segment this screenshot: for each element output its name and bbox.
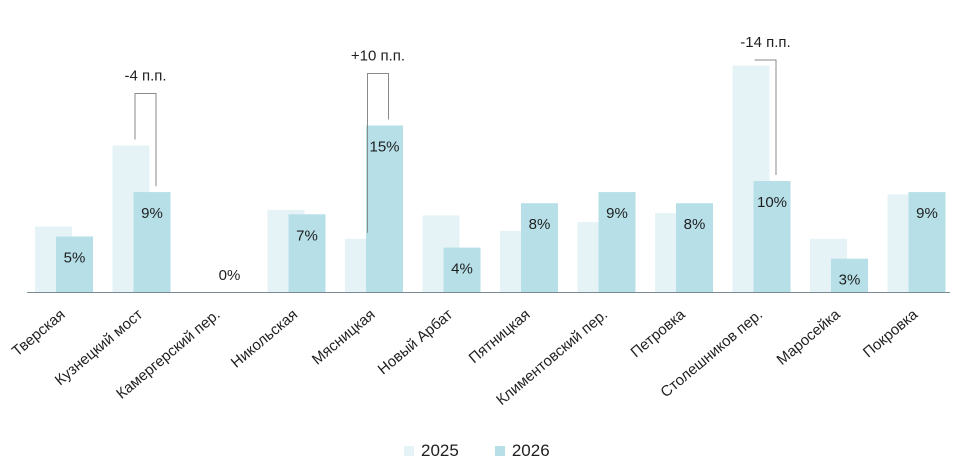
annotation-label: +10 п.п. <box>351 48 405 65</box>
bar-2026 <box>598 192 636 292</box>
value-label: 8% <box>684 216 706 233</box>
x-tick-label: Маросейка <box>774 306 845 369</box>
x-tick-label: Тверская <box>9 306 69 360</box>
legend-swatch-2025 <box>404 446 414 456</box>
x-tick-label: Никольская <box>228 306 301 371</box>
annotation-label: -14 п.п. <box>740 34 790 51</box>
value-label: 8% <box>529 216 551 233</box>
value-label: 5% <box>64 250 86 267</box>
series-2026-bars <box>56 125 946 292</box>
bar-2026 <box>366 125 403 292</box>
bar-2026 <box>676 203 713 292</box>
bar-2026 <box>133 192 171 292</box>
annotation-bracket <box>134 92 157 187</box>
x-tick-label: Мясницкая <box>309 306 379 368</box>
annotation-label: -4 п.п. <box>124 67 166 84</box>
value-label: 15% <box>369 139 399 156</box>
annotations: -4 п.п. +10 п.п. -14 п.п. <box>124 34 791 233</box>
legend-item-2025: 2025 <box>404 441 459 461</box>
value-label: 7% <box>296 227 318 244</box>
bar-2026 <box>831 258 868 292</box>
legend: 2025 2026 <box>404 441 550 461</box>
value-label: 0% <box>219 267 241 284</box>
annotation-bracket <box>367 73 389 233</box>
legend-item-2026: 2026 <box>494 441 550 461</box>
annotation-bracket <box>754 59 777 175</box>
legend-label-2025: 2025 <box>421 441 459 460</box>
value-label: 10% <box>757 194 787 211</box>
value-label: 3% <box>839 272 861 289</box>
bar-2026 <box>443 247 481 292</box>
x-tick-label: Новый Арбат <box>375 306 456 378</box>
legend-swatch-2026 <box>494 446 505 456</box>
bar-2026 <box>908 192 946 292</box>
value-label: 9% <box>606 205 628 222</box>
value-labels: 5% 9% 0% 7% 15% 4% 8% 9% 8% 10% 3% 9% <box>64 139 938 289</box>
bar-2026 <box>753 181 791 292</box>
value-label: 9% <box>916 205 938 222</box>
bar-2026 <box>288 214 326 292</box>
x-tick-label: Покровка <box>860 306 922 362</box>
legend-label-2026: 2026 <box>511 441 550 460</box>
bar-2026 <box>56 236 93 292</box>
value-label: 9% <box>141 205 163 222</box>
value-label: 4% <box>451 261 473 278</box>
bar-2026 <box>521 203 558 292</box>
x-tick-label: Пятницкая <box>466 306 534 367</box>
x-tick-label: Петровка <box>628 306 690 361</box>
